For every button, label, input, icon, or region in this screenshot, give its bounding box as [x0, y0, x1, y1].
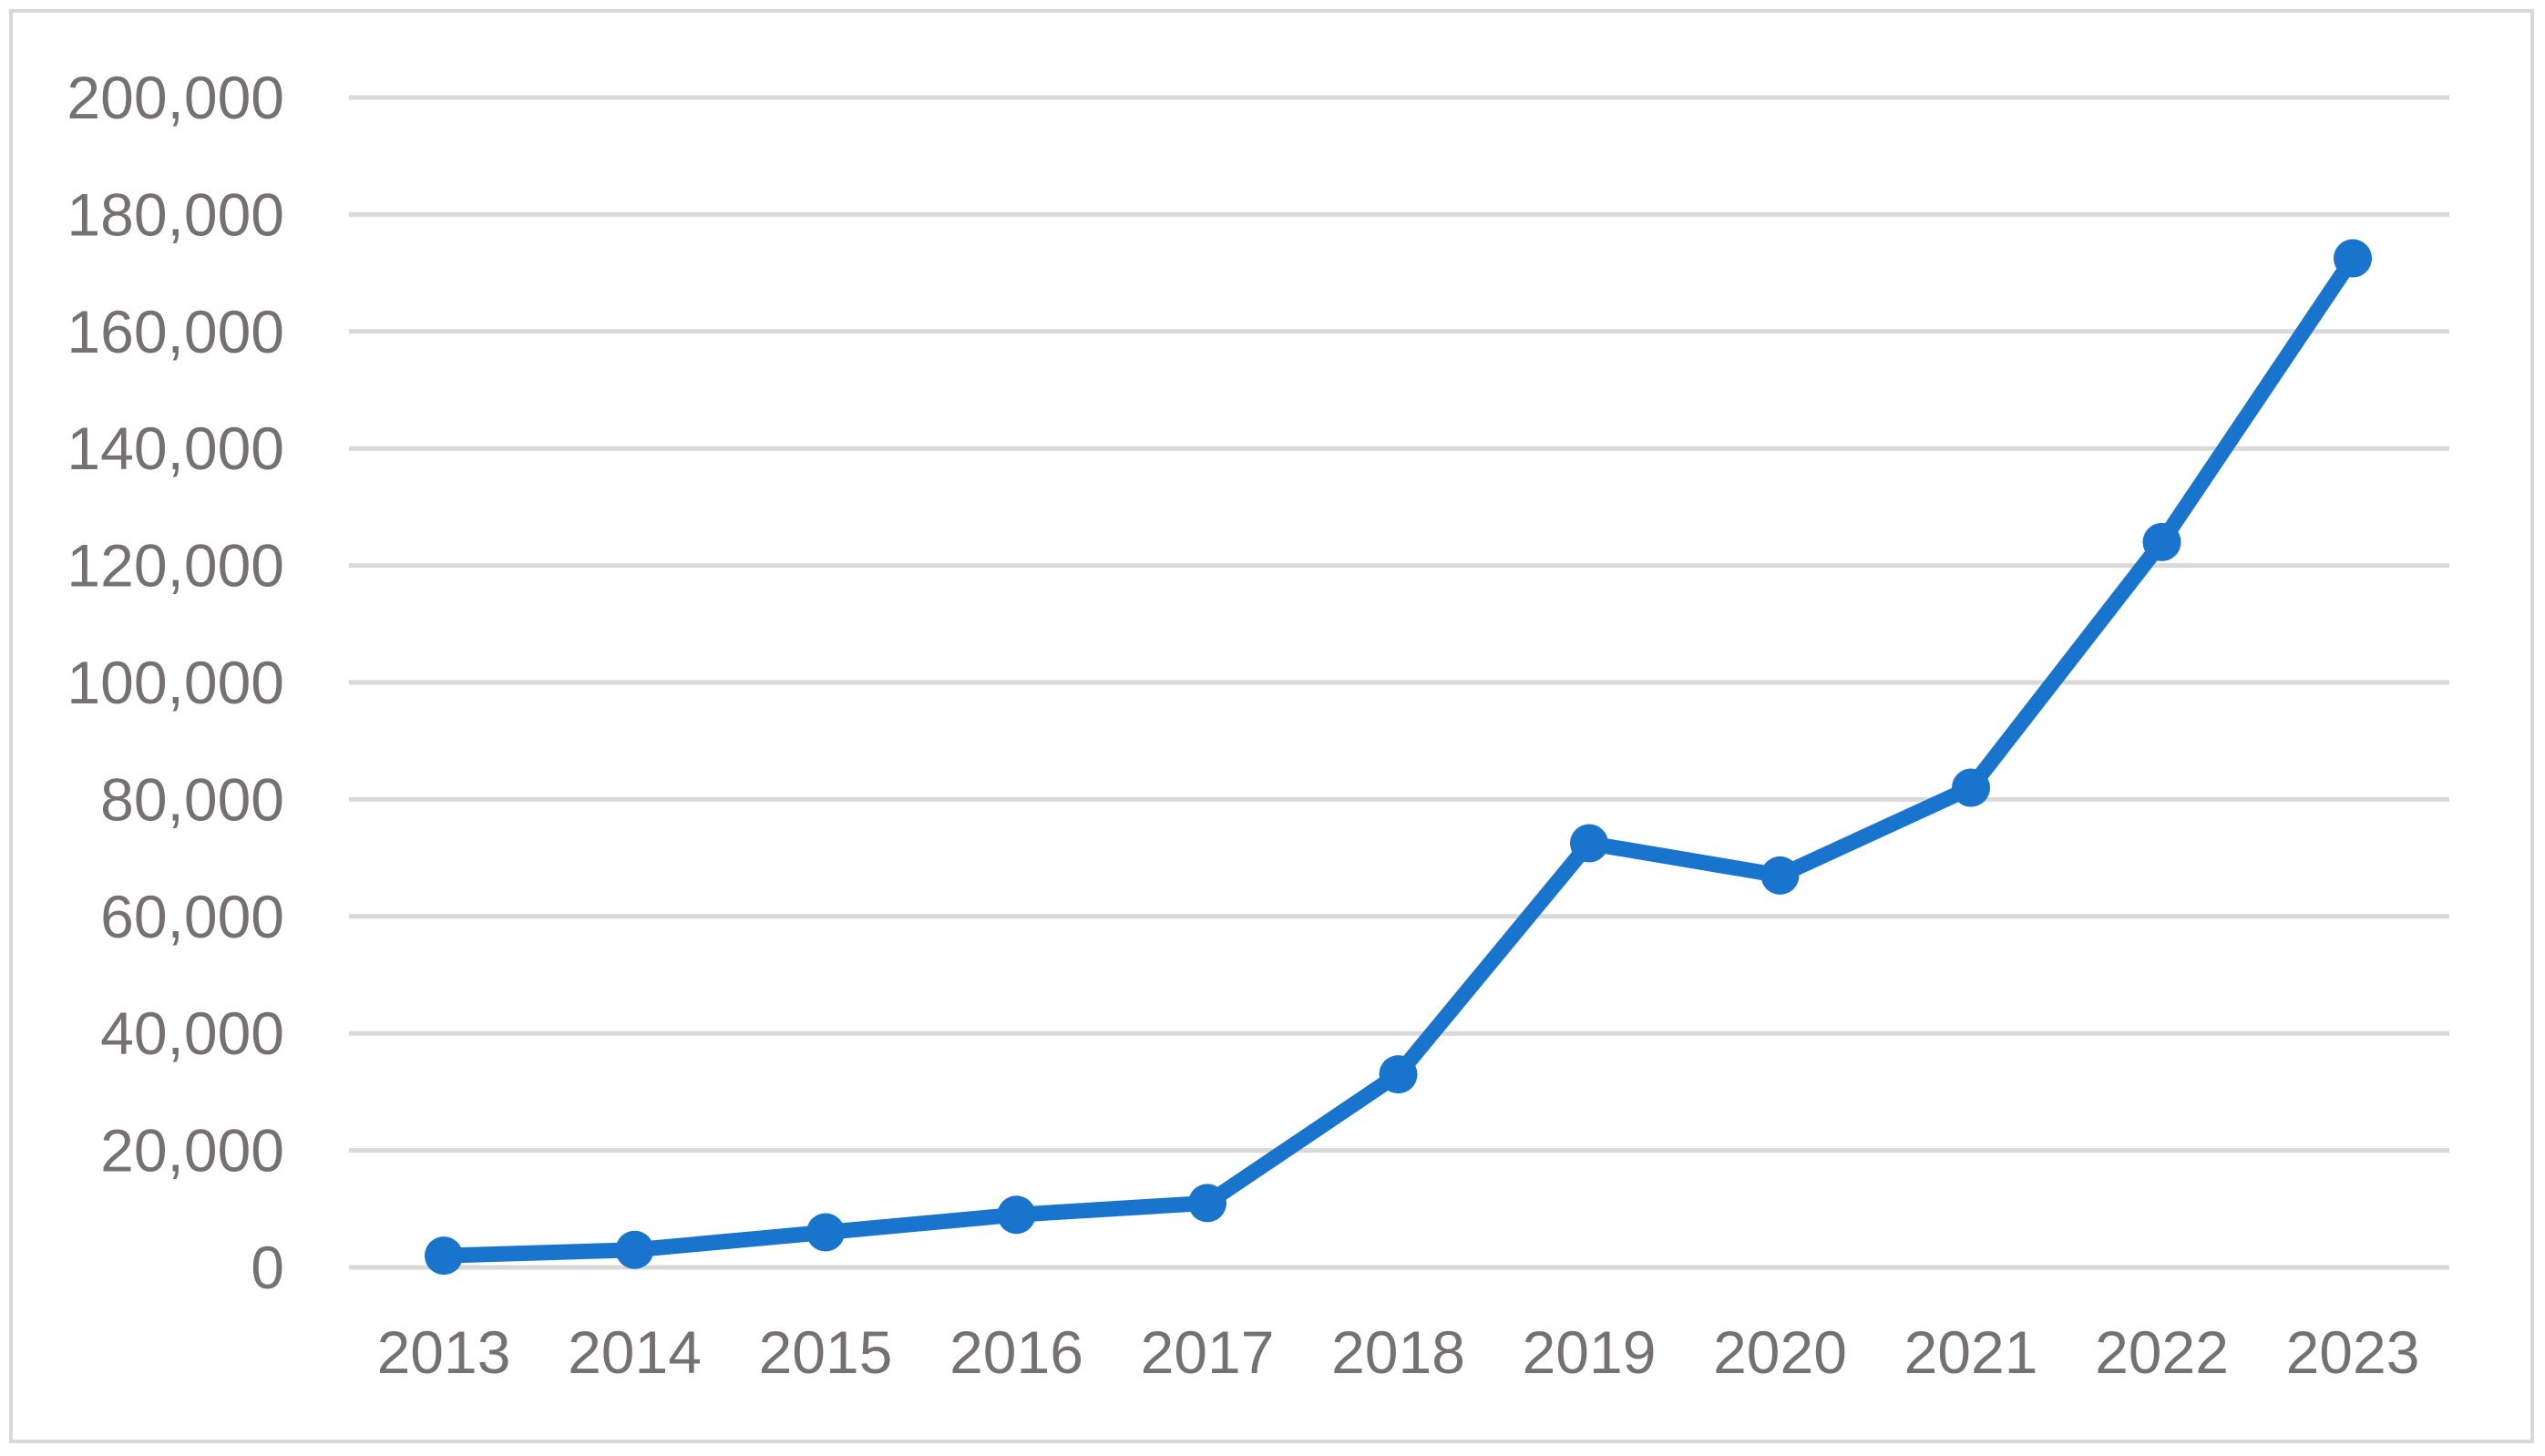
y-tick-label: 160,000: [67, 298, 284, 365]
y-tick-label: 120,000: [67, 532, 284, 600]
y-tick-label: 60,000: [100, 883, 284, 950]
data-point-2015: [806, 1213, 845, 1252]
x-tick-label: 2020: [1713, 1318, 1847, 1386]
y-axis-tick-labels: 0 20,000 40,000 60,000 80,000 100,000 120,000 1…: [67, 64, 284, 1301]
x-tick-label: 2021: [1904, 1318, 2038, 1386]
x-tick-label: 2014: [568, 1318, 702, 1386]
x-tick-label: 2016: [949, 1318, 1083, 1386]
gridlines: [349, 95, 2449, 1270]
y-tick-label: 20,000: [100, 1117, 284, 1184]
y-tick-label: 140,000: [67, 415, 284, 482]
y-tick-label: 80,000: [100, 765, 284, 833]
x-tick-label: 2022: [2095, 1318, 2229, 1386]
data-point-2018: [1379, 1055, 1418, 1094]
x-axis-tick-labels: 2013 2014 2015 2016 2017 2018 2019 2020 2021 2022…: [377, 1318, 2420, 1386]
data-point-2016: [997, 1195, 1036, 1235]
data-point-2019: [1570, 824, 1608, 863]
y-tick-label: 100,000: [67, 649, 284, 716]
chart-frame: [9, 9, 2534, 1443]
series-line: [436, 251, 2361, 1264]
x-tick-label: 2023: [2286, 1318, 2420, 1386]
x-tick-label: 2017: [1141, 1318, 1275, 1386]
x-tick-label: 2013: [377, 1318, 511, 1386]
data-point-2020: [1760, 856, 1800, 895]
y-tick-label: 200,000: [67, 64, 284, 131]
y-tick-label: 40,000: [100, 1000, 284, 1067]
data-point-2017: [1188, 1184, 1226, 1223]
y-tick-label: 180,000: [67, 180, 284, 248]
data-point-2014: [615, 1230, 654, 1269]
data-series: [425, 239, 2372, 1276]
x-tick-label: 2018: [1331, 1318, 1465, 1386]
data-point-2022: [2142, 522, 2181, 561]
x-tick-label: 2019: [1523, 1318, 1657, 1386]
x-tick-label: 2015: [759, 1318, 893, 1386]
y-tick-label: 0: [251, 1234, 284, 1301]
data-point-2021: [1952, 768, 1990, 807]
data-point-2023: [2334, 239, 2372, 278]
data-point-2013: [425, 1236, 463, 1276]
